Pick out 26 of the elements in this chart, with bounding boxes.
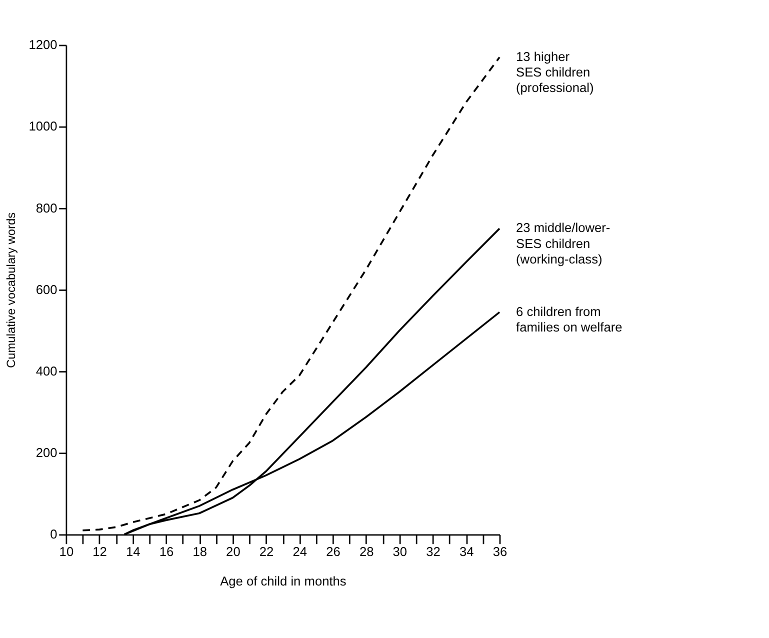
x-tick-label: 12 <box>92 544 107 560</box>
series-label: 13 higher SES children (professional) <box>516 48 594 96</box>
x-axis-title: Age of child in months <box>220 573 346 588</box>
series-label: 23 middle/lower- SES children (working-class) <box>516 220 610 266</box>
x-tick-label: 18 <box>192 544 207 560</box>
x-tick-label: 14 <box>126 544 140 560</box>
x-tick-label: 16 <box>159 544 174 560</box>
y-tick-label: 1000 <box>28 118 58 134</box>
x-tick-label: 20 <box>226 544 240 560</box>
y-tick-label: 400 <box>36 363 58 378</box>
x-tick-label: 36 <box>492 544 508 560</box>
x-tick-label: 28 <box>359 544 374 560</box>
y-tick-label: 800 <box>36 200 58 216</box>
y-tick-label: 1200 <box>28 37 58 52</box>
y-axis-title: Cumulative vocabulary words <box>4 212 18 368</box>
y-tick-label: 0 <box>50 526 58 542</box>
x-tick-label: 10 <box>59 544 74 560</box>
x-tick-label: 34 <box>460 544 474 560</box>
x-tick-label: 22 <box>259 544 274 560</box>
y-tick-label: 200 <box>36 445 58 460</box>
series-label: 6 children from families on welfare <box>516 304 622 334</box>
y-tick-label: 600 <box>36 282 58 297</box>
x-tick-label: 24 <box>292 544 308 560</box>
x-tick-label: 32 <box>426 544 440 560</box>
x-tick-label: 30 <box>392 544 408 560</box>
x-tick-label: 26 <box>326 544 340 560</box>
